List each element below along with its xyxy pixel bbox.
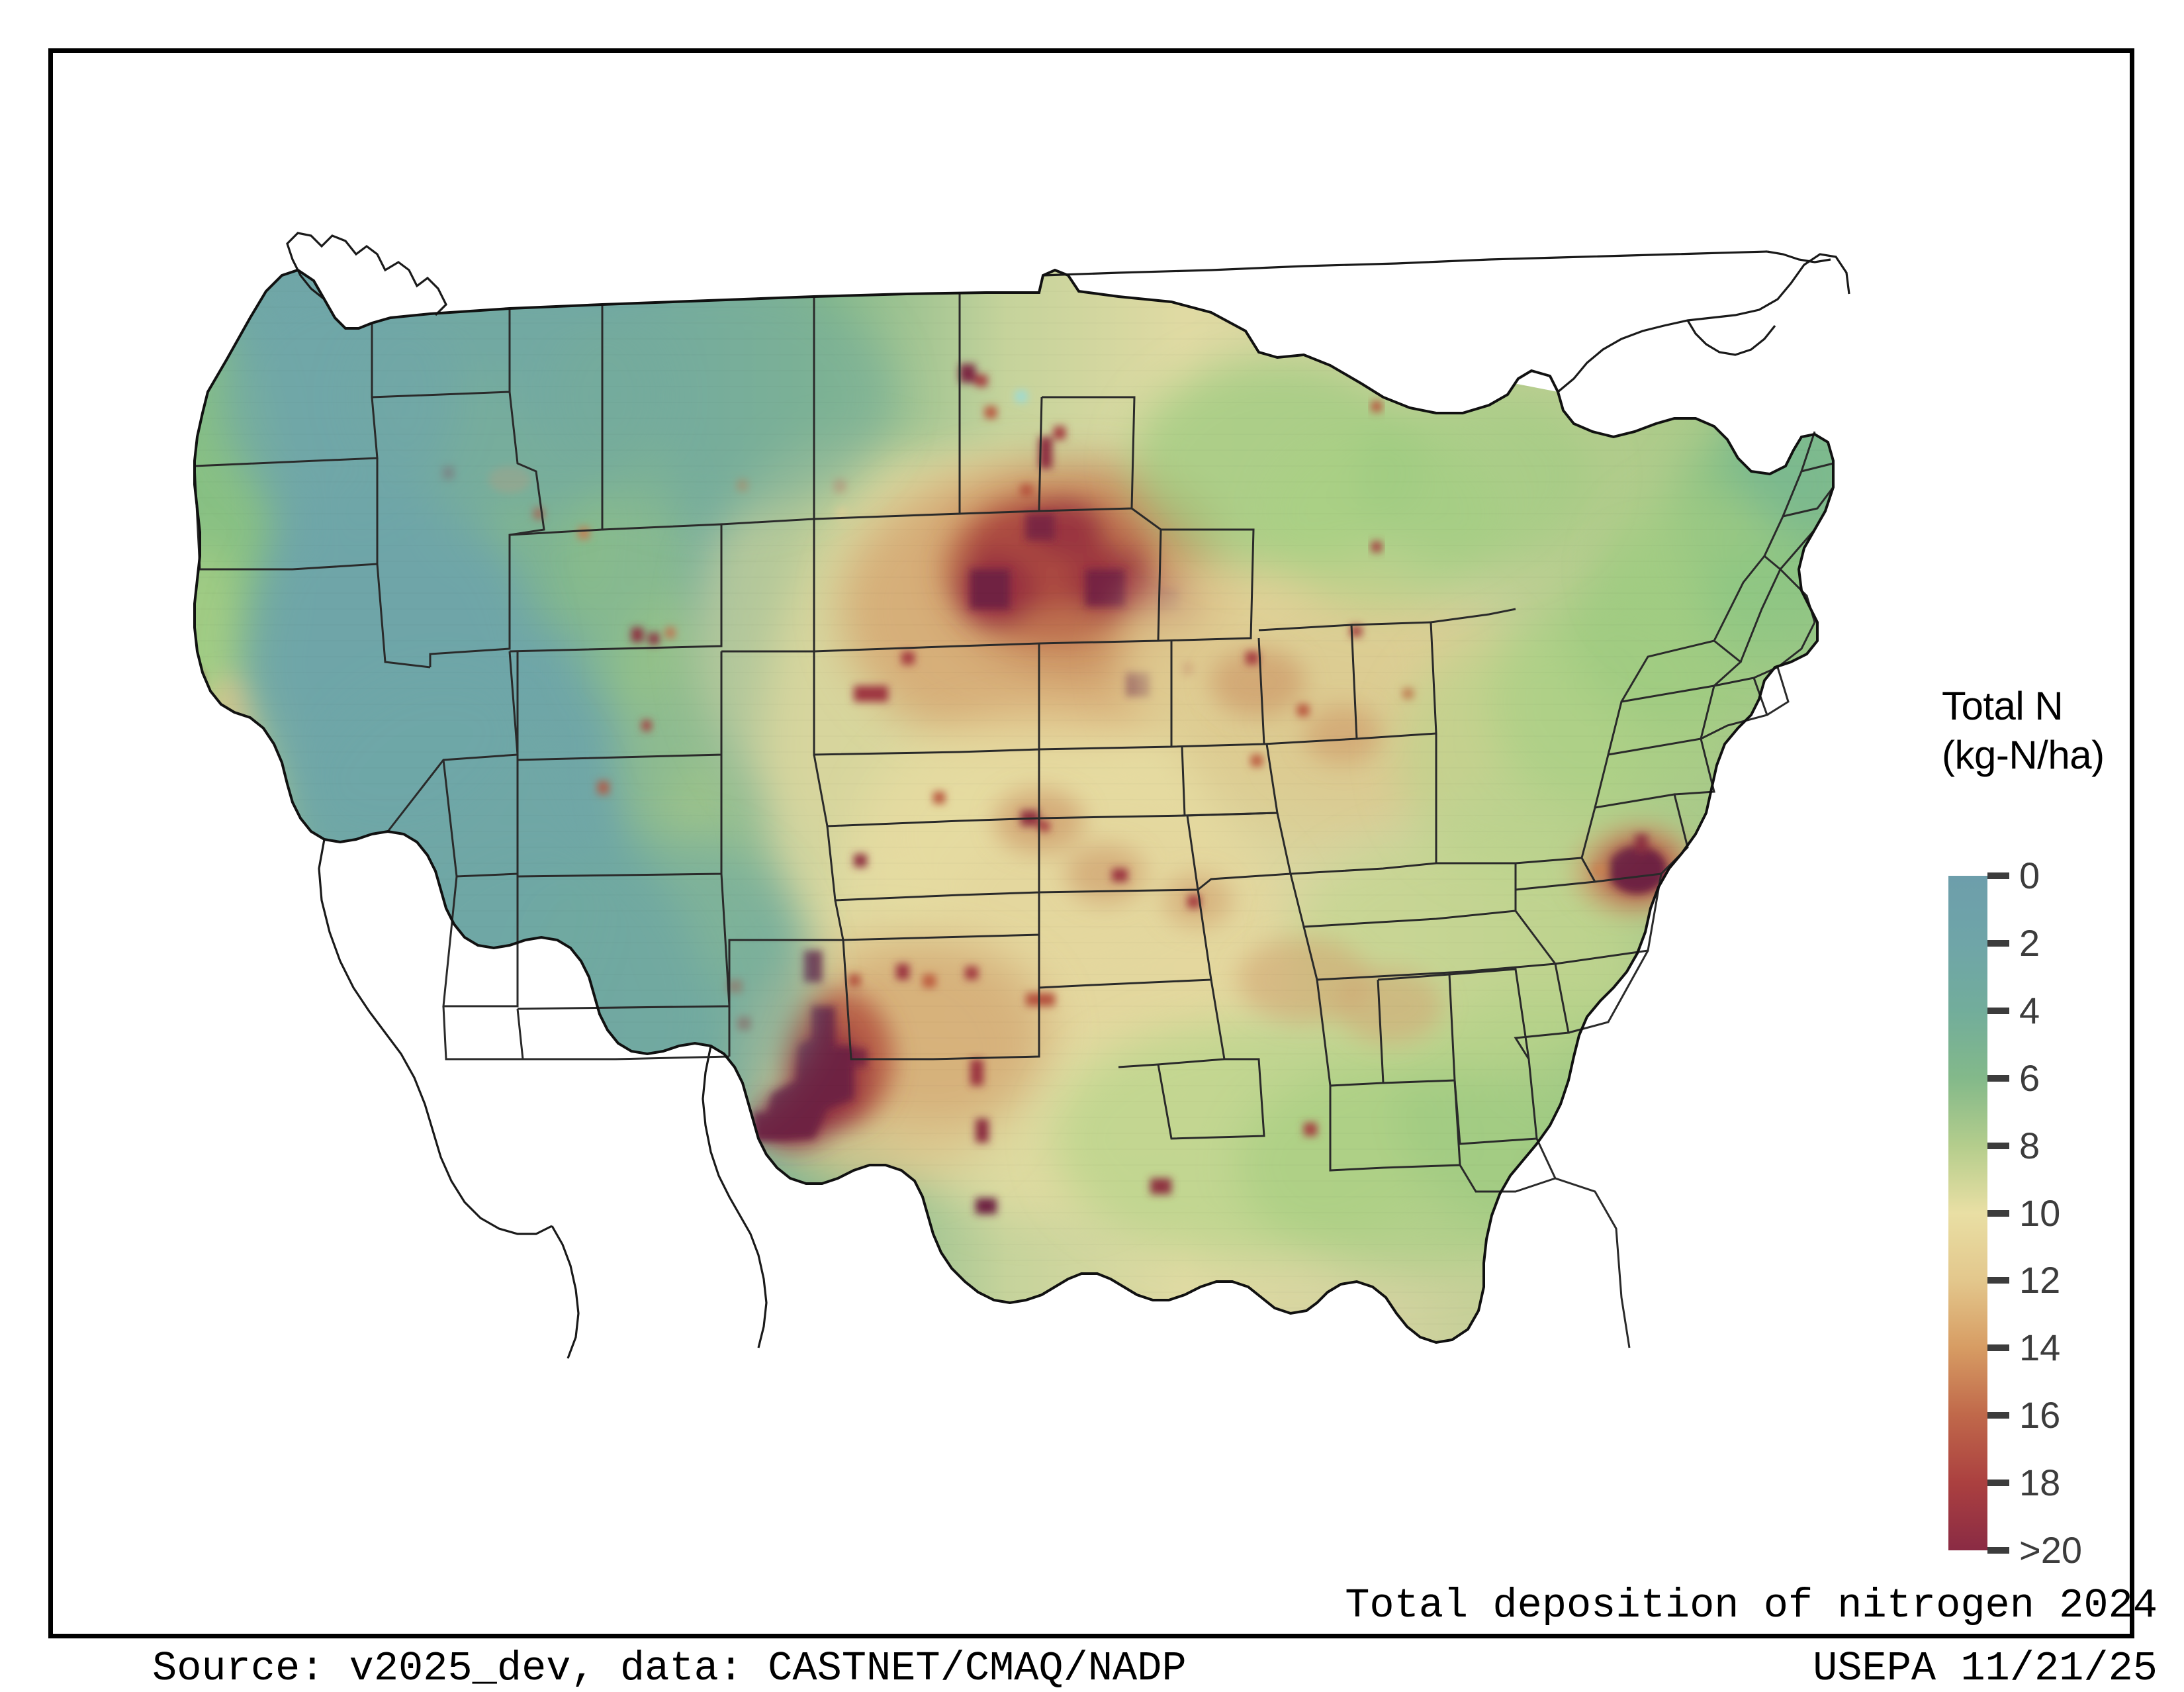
colorbar-tick-label: 4 [2019,989,2040,1031]
colorbar-tick-label: 6 [2019,1057,2040,1099]
colorbar-tick-mark [1987,1277,2009,1284]
figure-border: Total N (kg-N/ha) [48,48,2158,1692]
colorbar-ticks: 0 2 4 6 8 10 12 14 16 18 >20 [1987,855,2173,1571]
colorbar-tick-mark [1987,939,2009,947]
colorbar-tick-mark [1987,1142,2009,1149]
credit-caption: USEPA 11/21/25 [1813,1645,2158,1692]
colorbar-tick-mark [1987,1074,2009,1082]
colorbar-tick-label: 16 [2019,1394,2061,1436]
colorbar-title: Total N (kg-N/ha) [1942,682,2167,780]
nitrogen-deposition-map [193,232,1850,1359]
map-plot-area [113,132,1899,1509]
colorbar-tick-label: 14 [2019,1327,2061,1369]
colorbar-tick-label: 2 [2019,921,2040,964]
colorbar-gradient [1948,876,1987,1550]
colorbar-tick-label: >20 [2019,1529,2082,1571]
colorbar: Total N (kg-N/ha) [1899,682,2177,1609]
source-caption: Source: v2025_dev, data: CASTNET/CMAQ/NA… [152,1645,1187,1692]
colorbar-tick-mark [1987,1209,2009,1217]
colorbar-tick-label: 0 [2019,855,2040,896]
colorbar-tick-label: 18 [2019,1462,2061,1504]
colorbar-tick-mark [1987,1007,2009,1014]
colorbar-title-line1: Total N [1942,684,2064,728]
colorbar-tick-mark [1987,1344,2009,1352]
colorbar-tick-label: 12 [2019,1259,2061,1301]
colorbar-tick-label: 10 [2019,1192,2061,1234]
colorbar-tick-label: 8 [2019,1124,2040,1166]
colorbar-tick-mark [1987,1412,2009,1419]
colorbar-tick-mark [1987,1547,2009,1554]
colorbar-title-line2: (kg-N/ha) [1942,733,2105,777]
map-title: Total deposition of nitrogen 2024 [1345,1582,2158,1629]
deposition-raster [195,270,1833,1342]
colorbar-tick-mark [1987,1480,2009,1487]
colorbar-tick-mark [1987,872,2009,879]
